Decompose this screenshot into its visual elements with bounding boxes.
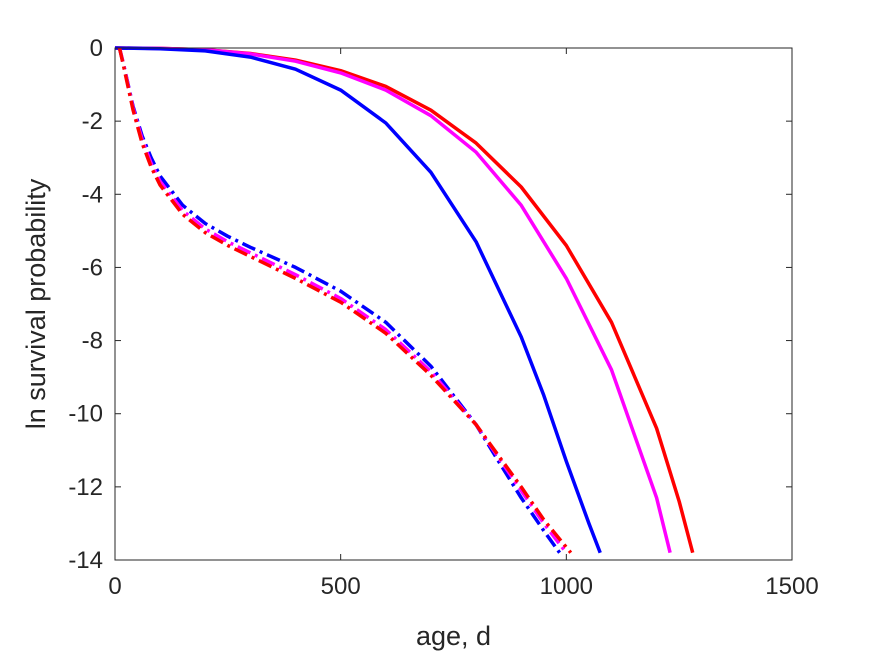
y-tick-label: -2 [82,108,103,135]
y-tick-label: 0 [90,35,103,62]
x-tick-label: 1000 [540,573,593,600]
series-line-5 [117,47,568,554]
y-tick-label: -4 [82,181,103,208]
x-axis-label: age, d [416,621,491,651]
x-tick-label: 500 [321,573,361,600]
tick-layer: 0 500 1000 1500 0 -2 -4 -6 -8 -10 -12 -14 [68,35,818,600]
x-tick-label: 1500 [765,573,818,600]
series-layer [114,46,695,554]
y-tick-label: -8 [82,328,103,355]
y-tick-label: -12 [68,474,103,501]
series-line-3 [114,46,602,554]
y-axis-label: ln survival probability [21,178,51,429]
y-tick-label: -6 [82,254,103,281]
series-line-2 [114,46,672,554]
plot-frame [114,47,793,561]
series-line-1 [114,46,695,554]
y-tick-label: -10 [68,401,103,428]
y-tick-label: -14 [68,547,103,574]
x-tick-label: 0 [108,573,121,600]
